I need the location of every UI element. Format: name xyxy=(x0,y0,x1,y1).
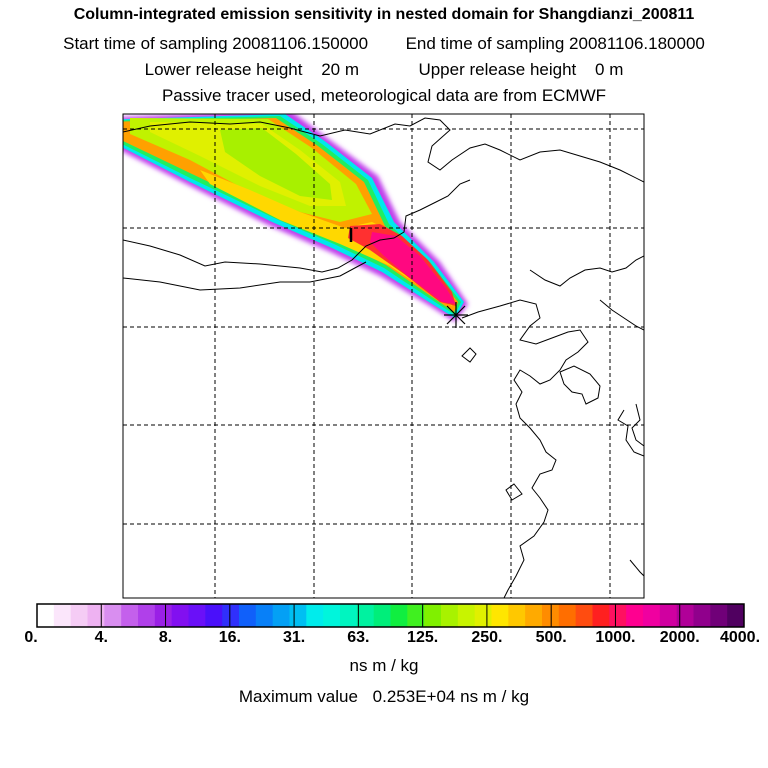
colorbar-swatch xyxy=(525,604,543,627)
colorbar-tick-label: 2000. xyxy=(659,629,700,646)
colorbar-swatch xyxy=(87,604,105,627)
coastline-east xyxy=(599,299,644,331)
colorbar-swatch xyxy=(138,604,156,627)
lat-lon-grid xyxy=(123,114,644,598)
colorbar-swatch xyxy=(441,604,459,627)
colorbar-swatch xyxy=(643,604,661,627)
colorbar-swatch xyxy=(693,604,711,627)
colorbar-swatch xyxy=(356,604,375,627)
colorbar-swatch xyxy=(710,604,728,627)
start-time-value: 20081106.150000 xyxy=(232,34,369,53)
sampling-time-line: Start time of sampling 20081106.150000 E… xyxy=(0,34,768,54)
colorbar-swatch xyxy=(558,604,577,627)
colorbar-swatch xyxy=(272,604,290,627)
colorbar-swatch xyxy=(390,604,408,627)
tracer-note: Passive tracer used, meteorological data… xyxy=(161,86,607,105)
colorbar-swatch xyxy=(424,604,442,627)
colorbar-tick-label: 16. xyxy=(218,629,241,646)
colorbar-swatch xyxy=(474,604,492,627)
colorbar-swatch xyxy=(626,604,644,627)
colorbar-swatch xyxy=(53,604,72,627)
colorbar-tick-label: 4000. xyxy=(719,629,761,646)
colorbar-swatch xyxy=(676,604,694,627)
release-height-line: Lower release height 20 m Upper release … xyxy=(0,60,768,80)
colorbar-swatch xyxy=(154,604,173,627)
maximum-value-label: Maximum value xyxy=(238,687,358,706)
upper-height-label: Upper release height xyxy=(418,60,577,79)
colorbar-swatch xyxy=(222,604,240,627)
boundaries xyxy=(123,117,644,598)
coastline-south xyxy=(505,483,523,501)
plume-band-yellow xyxy=(200,170,452,306)
colorbar-swatch xyxy=(306,604,324,627)
border-south-east xyxy=(629,559,644,577)
colorbar-swatch xyxy=(491,604,509,627)
colorbar-swatch xyxy=(289,604,307,627)
colorbar-swatch xyxy=(508,604,526,627)
border-east xyxy=(529,255,644,287)
colorbar-swatch xyxy=(239,604,257,627)
chart-title: Column-integrated emission sensitivity i… xyxy=(73,6,695,23)
border-north xyxy=(123,117,644,183)
colorbar-swatch xyxy=(171,604,189,627)
coastline xyxy=(461,299,589,598)
colorbar-tick-label: 1000. xyxy=(595,629,636,646)
plume-band-green-core xyxy=(220,128,332,200)
colorbar-swatch xyxy=(340,604,358,627)
maximum-value-line: Maximum value 0.253E+04 ns m / kg xyxy=(0,687,768,707)
plume-band-magenta xyxy=(370,232,456,304)
colorbar-swatch xyxy=(121,604,139,627)
plume-field xyxy=(123,114,468,322)
colorbar-swatch xyxy=(727,604,745,627)
colorbar-swatch xyxy=(188,604,206,627)
maximum-value: 0.253E+04 xyxy=(372,687,456,706)
start-time-label: Start time of sampling xyxy=(63,34,228,53)
colorbar-swatch xyxy=(104,604,122,627)
maximum-value-units: ns m / kg xyxy=(460,687,530,706)
colorbar-tick-label: 31. xyxy=(282,629,306,646)
colorbar-swatch xyxy=(323,604,341,627)
colorbar-tick-label: 63. xyxy=(347,629,370,646)
colorbar-tick-label: 4. xyxy=(94,629,108,646)
coastline-bay xyxy=(461,347,477,363)
map-frame xyxy=(122,113,645,599)
coastline-islands xyxy=(631,403,644,447)
lower-height-value: 20 m xyxy=(321,60,359,79)
end-time-value: 20081106.180000 xyxy=(569,34,705,53)
colorbar-units: ns m / kg xyxy=(349,656,419,675)
lower-height-label: Lower release height xyxy=(144,60,303,79)
colorbar-swatch xyxy=(575,604,593,627)
colorbar-tick-label: 500. xyxy=(535,629,567,646)
colorbar-swatch xyxy=(205,604,223,627)
colorbar-swatch xyxy=(542,604,560,627)
colorbar-swatch xyxy=(37,604,55,627)
colorbar-frame xyxy=(36,603,745,628)
colorbar-swatch xyxy=(659,604,678,627)
colorbar-swatch xyxy=(457,604,476,627)
colorbar-swatch xyxy=(70,604,88,627)
colorbar-tick-label: 0. xyxy=(24,629,38,646)
colorbar-swatch xyxy=(255,604,274,627)
colorbar-swatch xyxy=(609,604,627,627)
coastline-peninsula xyxy=(559,365,601,405)
border-river xyxy=(617,409,644,457)
colorbar xyxy=(37,604,745,627)
border-middle xyxy=(123,179,471,273)
colorbar-swatch xyxy=(373,604,391,627)
colorbar-tick-label: 250. xyxy=(471,629,503,646)
end-time-label: End time of sampling xyxy=(405,34,565,53)
border-west-lower xyxy=(123,261,367,291)
colorbar-tick-label: 8. xyxy=(158,629,173,646)
release-site-marker xyxy=(444,302,468,328)
upper-height-value: 0 m xyxy=(595,60,624,79)
colorbar-tick-label: 125. xyxy=(407,629,439,646)
colorbar-swatch xyxy=(592,604,610,627)
colorbar-swatch xyxy=(407,604,425,627)
